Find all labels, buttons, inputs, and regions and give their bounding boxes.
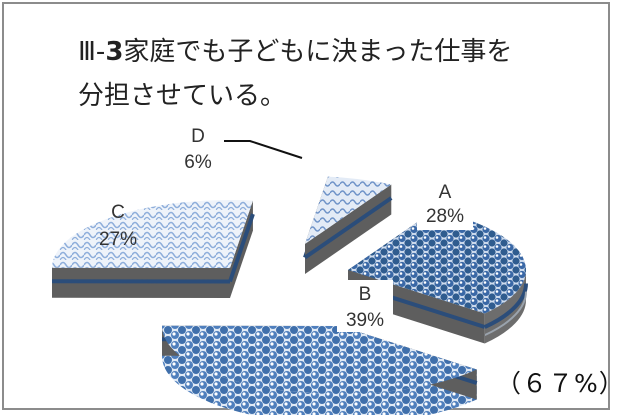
slice-percent-d: 6% — [184, 152, 212, 173]
pie-slice-c — [51, 200, 255, 298]
title-prefix: Ⅲ- — [78, 37, 106, 67]
slice-percent-c: 27% — [99, 229, 137, 250]
title-line2: 分担させている。 — [78, 81, 287, 111]
pie-slice-d — [303, 176, 393, 274]
title-number: 3 — [105, 37, 124, 67]
pie-slice-b — [161, 325, 478, 415]
footnote-percent: （６７%） — [496, 369, 617, 398]
slice-percent-a: 28% — [426, 206, 464, 227]
slice-category-d: D — [191, 126, 205, 147]
slice-percent-b: 39% — [346, 310, 384, 331]
leader-line-d — [224, 140, 303, 159]
chart-title: Ⅲ-3家庭でも子どもに決まった仕事を分担させている。 — [78, 30, 548, 118]
slice-category-b: B — [359, 284, 372, 305]
slice-category-a: A — [439, 182, 452, 203]
slice-category-c: C — [111, 202, 125, 223]
label-bg-b — [337, 280, 393, 332]
title-line1: 家庭でも子どもに決まった仕事を — [123, 37, 513, 67]
label-bg-a — [417, 178, 473, 230]
